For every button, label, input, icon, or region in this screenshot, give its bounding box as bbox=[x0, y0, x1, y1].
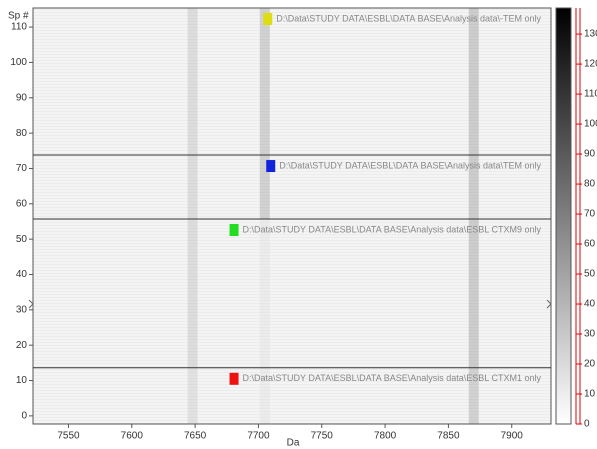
x-tick-label: 7700 bbox=[247, 431, 270, 442]
y-tick-label: 0 bbox=[21, 411, 27, 422]
colorbar-tick-label: 0 bbox=[584, 419, 590, 430]
x-tick-label: 7850 bbox=[437, 431, 460, 442]
band bbox=[468, 155, 479, 220]
colorbar-tick-label: 60 bbox=[584, 239, 596, 250]
band bbox=[259, 219, 270, 368]
y-tick-label: 100 bbox=[10, 57, 27, 68]
x-tick-label: 7750 bbox=[311, 431, 334, 442]
group-color bbox=[229, 372, 239, 385]
y-axis-label: Sp # bbox=[8, 11, 29, 22]
band bbox=[259, 155, 270, 220]
group-label: D:\Data\STUDY DATA\ESBL\DATA BASE\Analys… bbox=[243, 373, 542, 383]
band bbox=[187, 8, 198, 156]
colorbar-tick-label: 10 bbox=[584, 389, 596, 400]
band bbox=[468, 219, 479, 368]
y-tick-label: 30 bbox=[16, 304, 28, 315]
group-color bbox=[263, 13, 273, 25]
band bbox=[187, 367, 198, 424]
band bbox=[468, 367, 479, 424]
colorbar-tick-label: 120 bbox=[584, 59, 597, 70]
marker-right bbox=[546, 299, 552, 309]
colorbar-tick-label: 20 bbox=[584, 359, 596, 370]
y-tick-label: 60 bbox=[16, 198, 28, 209]
group-label: D:\Data\STUDY DATA\ESBL\DATA BASE\Analys… bbox=[279, 160, 541, 170]
colorbar-tick-label: 100 bbox=[584, 119, 597, 130]
x-tick-label: 7650 bbox=[184, 431, 207, 442]
x-tick-label: 7550 bbox=[57, 431, 80, 442]
group-label: D:\Data\STUDY DATA\ESBL\DATA BASE\Analys… bbox=[276, 13, 541, 23]
y-tick-label: 10 bbox=[16, 375, 28, 386]
band bbox=[259, 367, 270, 424]
y-tick-label: 90 bbox=[16, 92, 28, 103]
colorbar bbox=[555, 7, 572, 425]
group-color bbox=[266, 160, 276, 173]
colorbar-tick-label: 30 bbox=[584, 329, 596, 340]
colorbar-tick-label: 80 bbox=[584, 179, 596, 190]
y-tick-label: 50 bbox=[16, 234, 28, 245]
colorbar-tick-label: 70 bbox=[584, 209, 596, 220]
x-axis-label: Da bbox=[287, 438, 300, 449]
x-tick-label: 7800 bbox=[374, 431, 397, 442]
y-tick-label: 110 bbox=[11, 22, 27, 33]
colorbar-tick-label: 110 bbox=[584, 89, 597, 100]
y-tick-label: 70 bbox=[16, 163, 28, 174]
x-tick-label: 7600 bbox=[121, 431, 144, 442]
colorbar-tick-label: 50 bbox=[584, 269, 596, 280]
band bbox=[259, 8, 270, 156]
plot-frame bbox=[32, 7, 552, 425]
y-tick-label: 20 bbox=[16, 340, 28, 351]
colorbar-tick-label: 130 bbox=[584, 29, 597, 40]
y-tick-label: 40 bbox=[16, 269, 28, 280]
colorbar-tick-label: 40 bbox=[584, 299, 596, 310]
x-tick-label: 7900 bbox=[501, 431, 524, 442]
band bbox=[187, 155, 198, 220]
group-label: D:\Data\STUDY DATA\ESBL\DATA BASE\Analys… bbox=[243, 224, 542, 234]
group-color bbox=[229, 224, 239, 237]
marker-left bbox=[28, 299, 34, 309]
band bbox=[468, 8, 479, 156]
colorbar-tick-label: 90 bbox=[584, 149, 596, 160]
plot-area bbox=[33, 8, 551, 424]
y-tick-label: 80 bbox=[16, 128, 28, 139]
band bbox=[187, 219, 198, 368]
